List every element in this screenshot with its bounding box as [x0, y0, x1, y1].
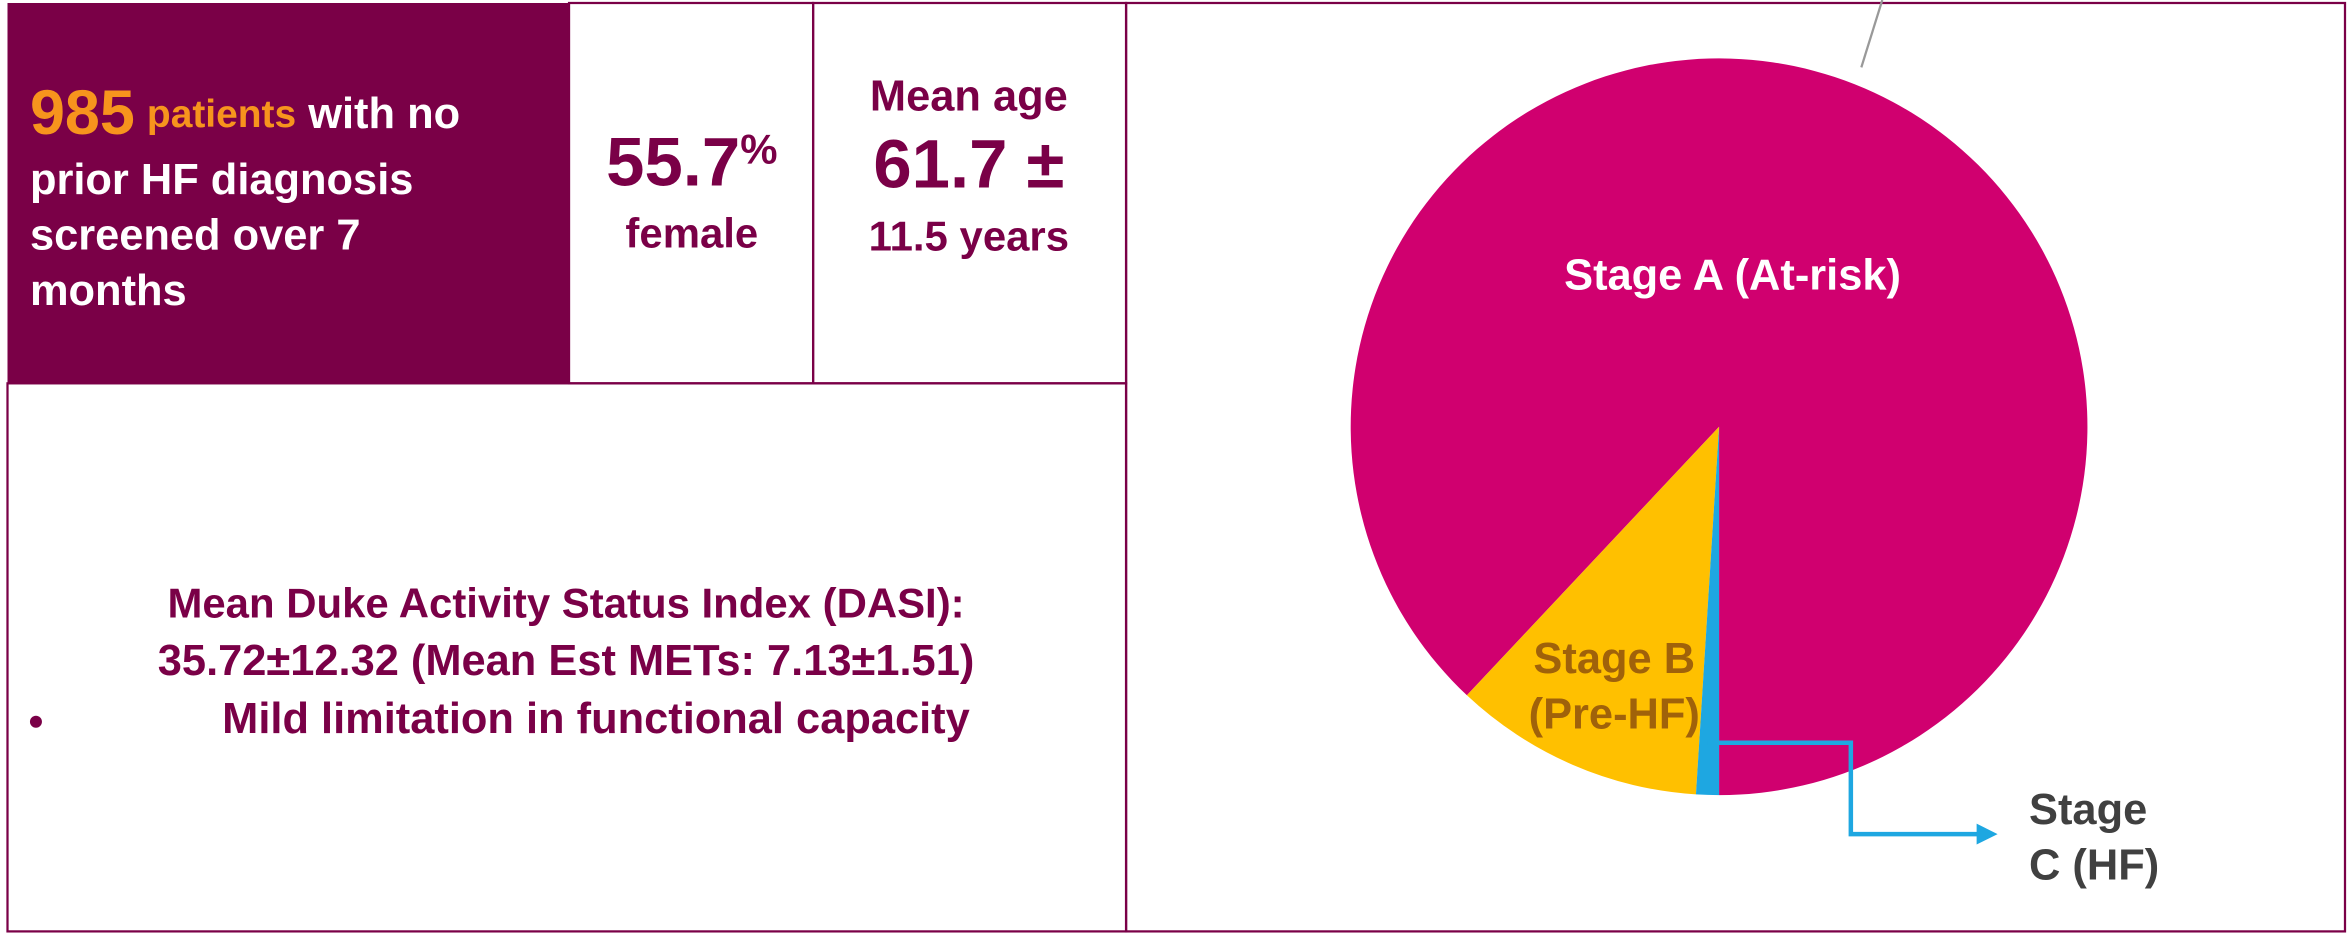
leader-line [1860, 0, 1884, 68]
pie [1350, 58, 2088, 796]
slice-label: Stage B (Pre-HF) [1529, 635, 1700, 738]
pie-slice [1466, 426, 1720, 795]
female-unit: % [740, 126, 777, 173]
dasi-title: Mean Duke Activity Status Index (DASI): [167, 580, 964, 627]
bullet [29, 715, 42, 728]
description: screened over 7 [30, 212, 361, 260]
description: prior HF diagnosis [30, 156, 413, 204]
dasi-value: 35.72±12.32 (Mean Est METs: 7.13±1.51) [158, 637, 975, 685]
slice-label-line: Stage A (At-risk) [1564, 252, 1901, 300]
pie-slice [1695, 426, 1720, 796]
slice-label-line: C (HF) [2029, 842, 2159, 890]
callout-arrow [1976, 823, 1998, 845]
pie-slice [1350, 58, 2088, 796]
female-value: 55.7 [606, 124, 740, 201]
female-label: female [625, 210, 758, 257]
slice-label-line: Stage B [1533, 635, 1695, 683]
age-value: 61.7 ± [873, 125, 1064, 202]
age-spread: 11.5 years [869, 213, 1069, 260]
slice-label-line: (Pre-HF) [1529, 691, 1700, 739]
summary-box [7, 2, 570, 384]
description: with no [307, 90, 460, 138]
count-unit: patients [147, 93, 296, 136]
count: 985 [30, 77, 135, 147]
summary-line: 985 patients with no [30, 77, 460, 147]
chart-box [1124, 1, 2347, 933]
dasi-bullet: Mild limitation in functional capacity [222, 695, 970, 743]
female-stat: 55.7% [606, 124, 777, 201]
slice-label: Stage C (HF) [2029, 787, 2159, 890]
slice-label: Stage A (At-risk) [1564, 252, 1901, 300]
slice-label-line: Stage [2029, 787, 2147, 835]
description: months [30, 267, 187, 315]
callout-line [1707, 740, 1980, 837]
age-title: Mean age [870, 72, 1068, 120]
